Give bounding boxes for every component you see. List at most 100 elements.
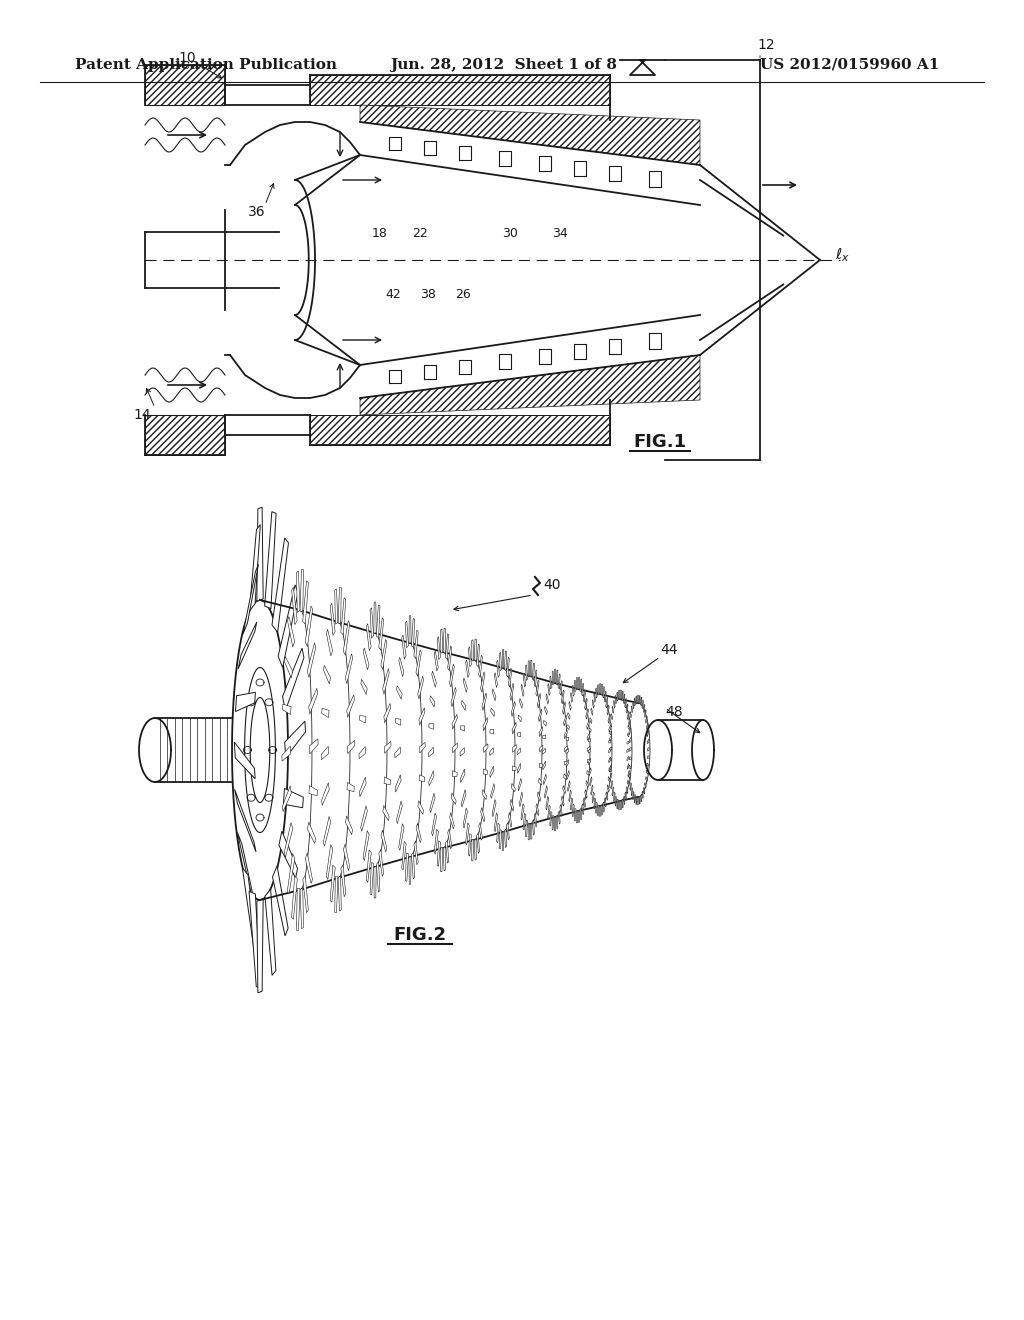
Polygon shape [234,789,256,851]
Polygon shape [588,759,590,763]
Polygon shape [437,636,440,660]
Polygon shape [585,698,587,710]
Polygon shape [596,803,597,813]
Polygon shape [430,793,435,813]
Polygon shape [624,694,625,704]
Polygon shape [381,639,387,669]
Polygon shape [303,581,308,624]
Polygon shape [631,787,633,796]
Polygon shape [359,747,366,759]
Polygon shape [460,747,465,756]
Polygon shape [367,850,372,882]
Polygon shape [412,619,415,647]
Polygon shape [626,787,628,793]
Polygon shape [443,846,445,871]
Polygon shape [292,876,297,919]
Polygon shape [633,701,634,709]
Polygon shape [644,783,646,788]
Polygon shape [347,741,355,754]
Polygon shape [540,763,543,767]
Polygon shape [474,838,476,861]
Polygon shape [630,711,632,718]
Polygon shape [429,723,434,730]
Polygon shape [359,777,367,796]
Polygon shape [588,748,591,754]
Polygon shape [545,785,548,799]
Polygon shape [586,709,589,719]
Polygon shape [577,677,578,689]
Polygon shape [566,737,568,741]
Polygon shape [510,799,514,810]
Polygon shape [518,779,521,791]
Polygon shape [574,808,575,821]
Polygon shape [370,862,374,895]
Polygon shape [558,675,560,689]
Polygon shape [613,792,615,801]
Polygon shape [591,708,593,715]
Polygon shape [377,605,380,638]
Polygon shape [585,789,587,799]
Polygon shape [608,741,610,743]
Polygon shape [562,702,565,714]
Polygon shape [495,813,498,832]
Polygon shape [309,739,318,754]
Polygon shape [572,804,574,817]
Polygon shape [539,777,542,785]
Polygon shape [283,704,291,714]
Polygon shape [343,620,350,655]
Polygon shape [310,75,610,106]
Polygon shape [395,775,401,792]
Polygon shape [462,701,466,710]
Polygon shape [451,688,457,706]
Polygon shape [370,609,374,638]
Polygon shape [322,709,329,718]
Polygon shape [647,763,649,767]
Polygon shape [489,747,494,755]
Polygon shape [556,671,558,685]
Polygon shape [535,669,537,686]
Polygon shape [347,694,354,717]
Polygon shape [483,770,487,775]
Polygon shape [598,805,599,816]
Polygon shape [450,664,455,686]
Text: 12: 12 [757,38,774,51]
Polygon shape [616,692,618,701]
Polygon shape [250,524,260,611]
Polygon shape [584,797,586,808]
Polygon shape [589,729,591,733]
Polygon shape [554,669,556,684]
Polygon shape [543,762,546,770]
Polygon shape [628,770,630,777]
Polygon shape [479,822,482,841]
Polygon shape [437,841,440,866]
Polygon shape [409,615,411,643]
Polygon shape [398,824,404,850]
Polygon shape [582,804,584,814]
Polygon shape [384,742,391,754]
Polygon shape [572,685,574,697]
Polygon shape [505,829,507,847]
Polygon shape [383,805,389,821]
Polygon shape [359,715,366,723]
Polygon shape [556,816,558,829]
Polygon shape [523,673,525,688]
Polygon shape [324,665,331,684]
Polygon shape [560,804,562,817]
Polygon shape [497,824,500,842]
Text: 10: 10 [178,51,196,65]
Polygon shape [406,853,409,882]
Polygon shape [401,635,407,659]
Polygon shape [586,780,589,788]
Polygon shape [395,747,400,758]
Polygon shape [528,824,529,840]
Text: 22: 22 [412,227,428,240]
Polygon shape [418,801,424,814]
Polygon shape [582,684,584,696]
Polygon shape [628,726,630,730]
Polygon shape [525,820,527,837]
Polygon shape [331,603,335,635]
Polygon shape [507,657,509,677]
Polygon shape [412,853,415,879]
Polygon shape [264,512,276,609]
Text: 26: 26 [455,288,471,301]
